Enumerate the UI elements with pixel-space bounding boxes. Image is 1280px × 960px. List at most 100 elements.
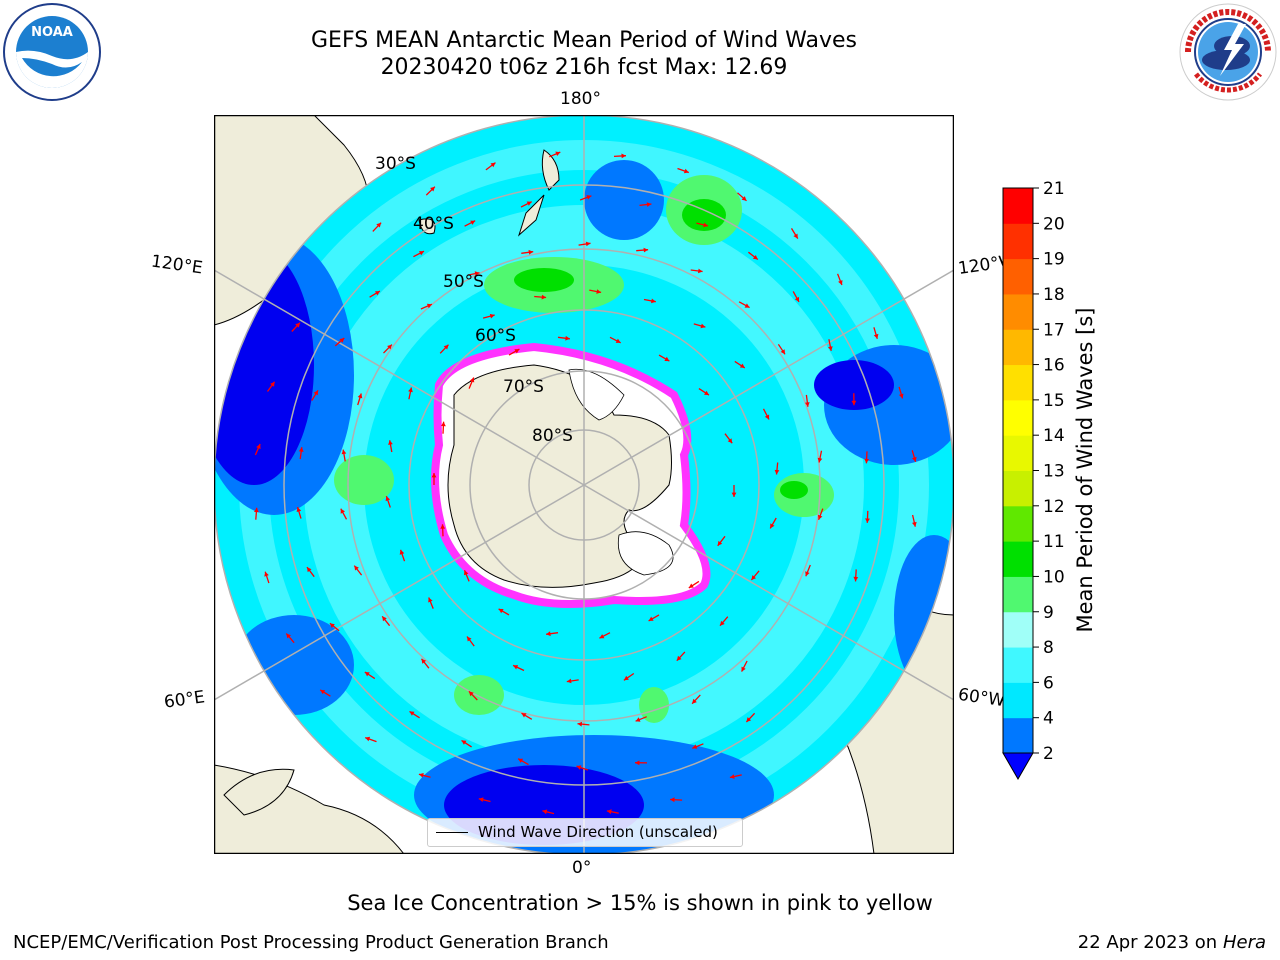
colorbar-tick-label: 9 bbox=[1043, 603, 1054, 623]
wave-direction-arrow-head bbox=[418, 773, 424, 778]
colorbar-swatch bbox=[1003, 717, 1033, 754]
wave-direction-arrow-head bbox=[408, 387, 413, 393]
colorbar-tick-label: 11 bbox=[1043, 532, 1065, 552]
colorbar-tick-label: 2 bbox=[1043, 744, 1054, 764]
colorbar-under-arrow bbox=[1002, 752, 1034, 781]
colorbar-tick-label: 16 bbox=[1043, 356, 1065, 376]
legend-entry: Wind Wave Direction (unscaled) bbox=[478, 823, 718, 841]
wave-direction-arrow-head bbox=[703, 222, 708, 228]
colorbar-swatch bbox=[1003, 329, 1033, 366]
colorbar-tick-label: 21 bbox=[1043, 179, 1065, 199]
colorbar-tick-label: 19 bbox=[1043, 250, 1065, 270]
wave-direction-arrow-head bbox=[409, 711, 415, 716]
colorbar-swatch bbox=[1003, 293, 1033, 330]
wave-direction-arrow-head bbox=[838, 280, 843, 285]
lat-label-40s: 40°S bbox=[413, 214, 454, 234]
wave-direction-arrow-head bbox=[780, 349, 785, 355]
colorbar-swatch bbox=[1003, 223, 1033, 260]
wave-direction-arrow-head bbox=[599, 634, 605, 639]
polar-map: 30°S 40°S 50°S 60°S 70°S 80°S bbox=[214, 115, 954, 854]
wave-direction-arrow-head bbox=[912, 456, 917, 462]
wave-direction-arrow-head bbox=[298, 447, 304, 452]
colorbar-tick-label: 6 bbox=[1043, 673, 1054, 693]
wave-direction-arrow-head bbox=[692, 698, 697, 704]
wave-direction-arrow-head bbox=[566, 678, 572, 684]
sea-ice-note: Sea Ice Concentration > 15% is shown in … bbox=[347, 891, 933, 915]
wave-direction-arrow-head bbox=[270, 381, 275, 387]
wave-direction-arrow-head bbox=[518, 758, 524, 763]
wave-direction-arrow-head bbox=[898, 393, 904, 399]
wave-direction-arrow-head bbox=[851, 400, 857, 406]
wave-direction-arrow-head bbox=[692, 744, 698, 749]
wave-direction-arrow-head bbox=[470, 220, 476, 225]
ross-ice-shelf bbox=[568, 368, 625, 421]
colorbar-tick-label: 13 bbox=[1043, 462, 1065, 482]
wave-direction-arrow-head bbox=[430, 186, 435, 192]
wave-direction-arrow-head bbox=[700, 323, 706, 329]
wave-direction-arrow-head bbox=[817, 457, 823, 463]
wave-direction-arrow-head bbox=[382, 616, 387, 622]
wave-direction-arrow-head bbox=[623, 675, 629, 681]
wave-direction-arrow-head bbox=[741, 196, 747, 201]
wave-direction-arrow-head bbox=[596, 289, 602, 294]
colorbar-tick-label: 15 bbox=[1043, 391, 1065, 411]
wave-direction-arrow-head bbox=[357, 393, 363, 399]
wave-direction-arrow-head bbox=[741, 666, 746, 672]
colorbar-swatch bbox=[1003, 188, 1033, 224]
lat-label-80s: 80°S bbox=[532, 426, 573, 446]
wave-direction-arrow-head bbox=[727, 438, 733, 444]
wave-direction-arrow-head bbox=[541, 294, 547, 300]
weddell-ice-shelf bbox=[617, 531, 674, 576]
wave-direction-arrow-head bbox=[648, 616, 654, 621]
colorbar-tick-label: 18 bbox=[1043, 285, 1065, 305]
wave-direction-arrow-head bbox=[555, 151, 561, 156]
wave-direction-arrow-head bbox=[474, 271, 480, 276]
wave-direction-arrow-head bbox=[793, 233, 798, 239]
wave-direction-arrow-head bbox=[387, 344, 392, 350]
noaa-logo-icon: NOAA bbox=[3, 3, 101, 101]
colorbar-label: Mean Period of Wind Waves [s] bbox=[1073, 307, 1097, 633]
colorbar-swatch bbox=[1003, 505, 1033, 542]
wave-direction-arrow-head bbox=[817, 514, 823, 520]
lon-label-0: 0° bbox=[572, 858, 592, 878]
wave-direction-arrow-head bbox=[865, 518, 870, 523]
wave-direction-arrow-head bbox=[805, 571, 810, 577]
wave-direction-arrow-head bbox=[295, 322, 300, 328]
wave-direction-arrow-head bbox=[385, 496, 391, 502]
lon-label-120e: 120°E bbox=[149, 251, 204, 279]
tasmania-land bbox=[418, 218, 436, 235]
wave-direction-arrow-head bbox=[264, 571, 269, 577]
wave-direction-arrow-head bbox=[764, 414, 770, 420]
wave-direction-arrow-head bbox=[354, 565, 359, 571]
colorbar-tick-label: 17 bbox=[1043, 320, 1065, 340]
wave-direction-arrow-head bbox=[805, 402, 810, 407]
wave-direction-arrow-head bbox=[388, 440, 393, 445]
wave-direction-arrow-head bbox=[646, 202, 652, 207]
legend-line-swatch bbox=[436, 832, 468, 833]
wave-direction-arrow-head bbox=[365, 736, 371, 742]
colorbar-swatch bbox=[1003, 364, 1033, 401]
wave-direction-arrow-head bbox=[542, 809, 548, 815]
colorbar-swatch bbox=[1003, 576, 1033, 613]
lon-label-180: 180° bbox=[560, 89, 601, 109]
wave-direction-arrow-head bbox=[340, 508, 345, 514]
footer-date: 22 Apr 2023 on Hera bbox=[1078, 932, 1266, 953]
wave-direction-arrow-head bbox=[307, 567, 312, 573]
wave-direction-arrow-head bbox=[320, 689, 326, 695]
wave-direction-arrow-head bbox=[577, 721, 583, 727]
wave-direction-arrow-head bbox=[704, 390, 709, 396]
wave-direction-arrow-head bbox=[428, 597, 433, 603]
wave-direction-arrow-head bbox=[528, 249, 534, 255]
wave-direction-arrow-head bbox=[606, 809, 612, 815]
colorbar-tick-label: 20 bbox=[1043, 214, 1065, 234]
colorbar-swatch bbox=[1003, 647, 1033, 683]
wave-direction-arrow-head bbox=[717, 540, 723, 546]
wave-direction-arrow-head bbox=[635, 717, 641, 722]
wave-direction-arrow-head bbox=[794, 296, 799, 302]
nws-logo-icon bbox=[1179, 3, 1277, 101]
wave-direction-arrow-head bbox=[286, 633, 291, 639]
lat-label-50s: 50°S bbox=[443, 272, 484, 292]
colorbar-ticks: 2 4 6 8 9 10 11 12 13 14 15 16 17 18 19 20 21 bbox=[1033, 179, 1065, 764]
lat-label-60s: 60°S bbox=[475, 326, 516, 346]
wave-direction-arrow-head bbox=[469, 377, 475, 383]
